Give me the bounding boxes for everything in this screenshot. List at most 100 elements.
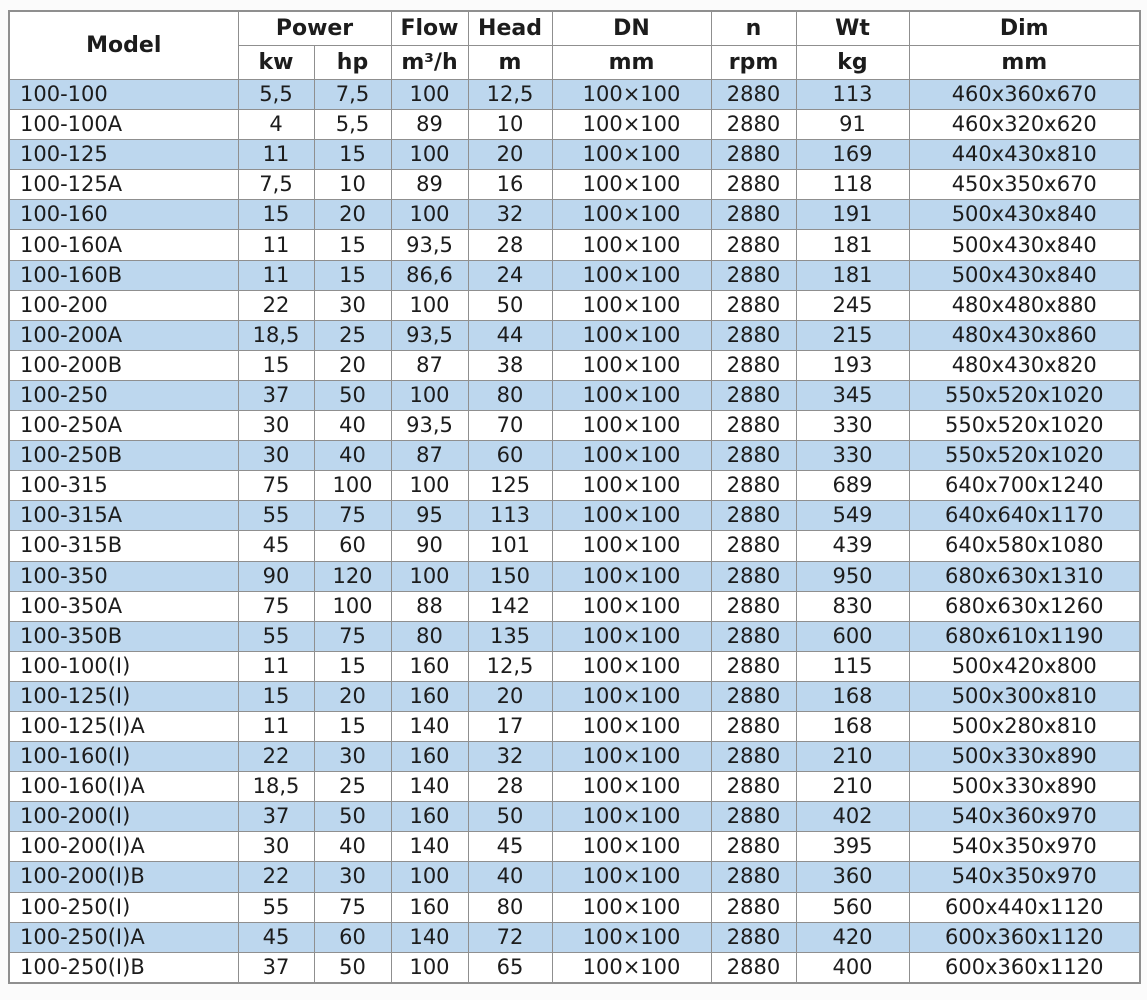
flow-cell: 93,5 <box>390 229 469 261</box>
dn-cell: 100×100 <box>551 139 712 171</box>
flow-cell: 90 <box>390 530 469 562</box>
wt-cell: 181 <box>795 229 910 261</box>
kw-cell: 30 <box>237 410 315 442</box>
dn-cell: 100×100 <box>551 289 712 321</box>
dn-cell: 100×100 <box>551 500 712 532</box>
kw-cell: 5,5 <box>237 78 315 111</box>
dn-cell: 100×100 <box>551 620 712 652</box>
head-cell: 70 <box>467 410 553 442</box>
model-cell: 100-125A <box>8 169 239 201</box>
dn-cell: 100×100 <box>551 741 712 773</box>
flow-cell: 140 <box>390 831 469 863</box>
kw-cell: 4 <box>237 109 315 141</box>
head-cell: 125 <box>467 470 553 502</box>
flow-cell: 100 <box>390 78 469 111</box>
flow-cell: 140 <box>390 771 469 803</box>
kw-cell: 75 <box>237 590 315 622</box>
dim-cell: 500x430x840 <box>908 199 1141 231</box>
dn-cell: 100×100 <box>551 831 712 863</box>
head-cell: 101 <box>467 530 553 562</box>
wt-cell: 168 <box>795 680 910 712</box>
wt-cell: 360 <box>795 861 910 893</box>
wt-cell: 168 <box>795 710 910 743</box>
header-power: Power <box>237 10 392 46</box>
model-cell: 100-100(I) <box>8 650 239 682</box>
table-row: 100-160(I) 22 30 160 32 100×100 2880 210 500x330… <box>8 741 1141 773</box>
flow-cell: 95 <box>390 500 469 532</box>
table-row: 100-200(I) 37 50 160 50 100×100 2880 402 540x360… <box>8 801 1141 833</box>
wt-cell: 169 <box>795 139 910 171</box>
wt-cell: 420 <box>795 921 910 953</box>
dim-cell: 500x430x840 <box>908 229 1141 261</box>
wt-cell: 118 <box>795 169 910 201</box>
hp-cell: 30 <box>313 289 392 321</box>
head-cell: 60 <box>467 440 553 472</box>
dn-cell: 100×100 <box>551 921 712 953</box>
hp-cell: 40 <box>313 410 392 442</box>
unit-flow: m³/h <box>390 45 469 80</box>
dn-cell: 100×100 <box>551 710 712 743</box>
flow-cell: 100 <box>390 139 469 171</box>
wt-cell: 210 <box>795 771 910 803</box>
hp-cell: 120 <box>313 560 392 592</box>
rpm-cell: 2880 <box>710 349 797 381</box>
header-row-labels: Model Power Flow Head DN n Wt Dim <box>8 10 1141 80</box>
wt-cell: 115 <box>795 650 910 682</box>
dn-cell: 100×100 <box>551 801 712 833</box>
dim-cell: 500x280x810 <box>908 710 1141 743</box>
model-cell: 100-160A <box>8 229 239 261</box>
wt-cell: 330 <box>795 440 910 472</box>
hp-cell: 50 <box>313 951 392 984</box>
flow-cell: 160 <box>390 801 469 833</box>
hp-cell: 60 <box>313 530 392 562</box>
model-cell: 100-200 <box>8 289 239 321</box>
head-cell: 32 <box>467 199 553 231</box>
dn-cell: 100×100 <box>551 319 712 351</box>
unit-n: rpm <box>710 45 797 80</box>
hp-cell: 15 <box>313 139 392 171</box>
table-row: 100-200A 18,5 25 93,5 44 100×100 2880 215 480x43… <box>8 319 1141 351</box>
head-cell: 32 <box>467 741 553 773</box>
dn-cell: 100×100 <box>551 379 712 412</box>
flow-cell: 80 <box>390 620 469 652</box>
wt-cell: 181 <box>795 259 910 291</box>
dim-cell: 600x360x1120 <box>908 951 1141 984</box>
model-cell: 100-200A <box>8 319 239 351</box>
dn-cell: 100×100 <box>551 560 712 592</box>
head-cell: 45 <box>467 831 553 863</box>
dn-cell: 100×100 <box>551 349 712 381</box>
kw-cell: 11 <box>237 139 315 171</box>
table-row: 100-200B 15 20 87 38 100×100 2880 193 480x430x82… <box>8 349 1141 381</box>
rpm-cell: 2880 <box>710 169 797 201</box>
head-cell: 50 <box>467 289 553 321</box>
kw-cell: 15 <box>237 199 315 231</box>
head-cell: 72 <box>467 921 553 953</box>
flow-cell: 140 <box>390 921 469 953</box>
model-cell: 100-200(I)A <box>8 831 239 863</box>
flow-cell: 89 <box>390 169 469 201</box>
model-cell: 100-200(I) <box>8 801 239 833</box>
rpm-cell: 2880 <box>710 650 797 682</box>
rpm-cell: 2880 <box>710 861 797 893</box>
hp-cell: 15 <box>313 710 392 743</box>
rpm-cell: 2880 <box>710 259 797 291</box>
flow-cell: 160 <box>390 741 469 773</box>
table-row: 100-160 15 20 100 32 100×100 2880 191 500x430x84… <box>8 199 1141 231</box>
kw-cell: 55 <box>237 891 315 923</box>
flow-cell: 100 <box>390 951 469 984</box>
kw-cell: 55 <box>237 500 315 532</box>
wt-cell: 113 <box>795 78 910 111</box>
dn-cell: 100×100 <box>551 259 712 291</box>
dim-cell: 640x700x1240 <box>908 470 1141 502</box>
dim-cell: 540x350x970 <box>908 861 1141 893</box>
kw-cell: 30 <box>237 831 315 863</box>
table-row: 100-100(I) 11 15 160 12,5 100×100 2880 115 500x4… <box>8 650 1141 682</box>
kw-cell: 15 <box>237 680 315 712</box>
dim-cell: 500x330x890 <box>908 741 1141 773</box>
dim-cell: 460x360x670 <box>908 78 1141 111</box>
wt-cell: 439 <box>795 530 910 562</box>
head-cell: 12,5 <box>467 650 553 682</box>
flow-cell: 100 <box>390 199 469 231</box>
kw-cell: 11 <box>237 229 315 261</box>
